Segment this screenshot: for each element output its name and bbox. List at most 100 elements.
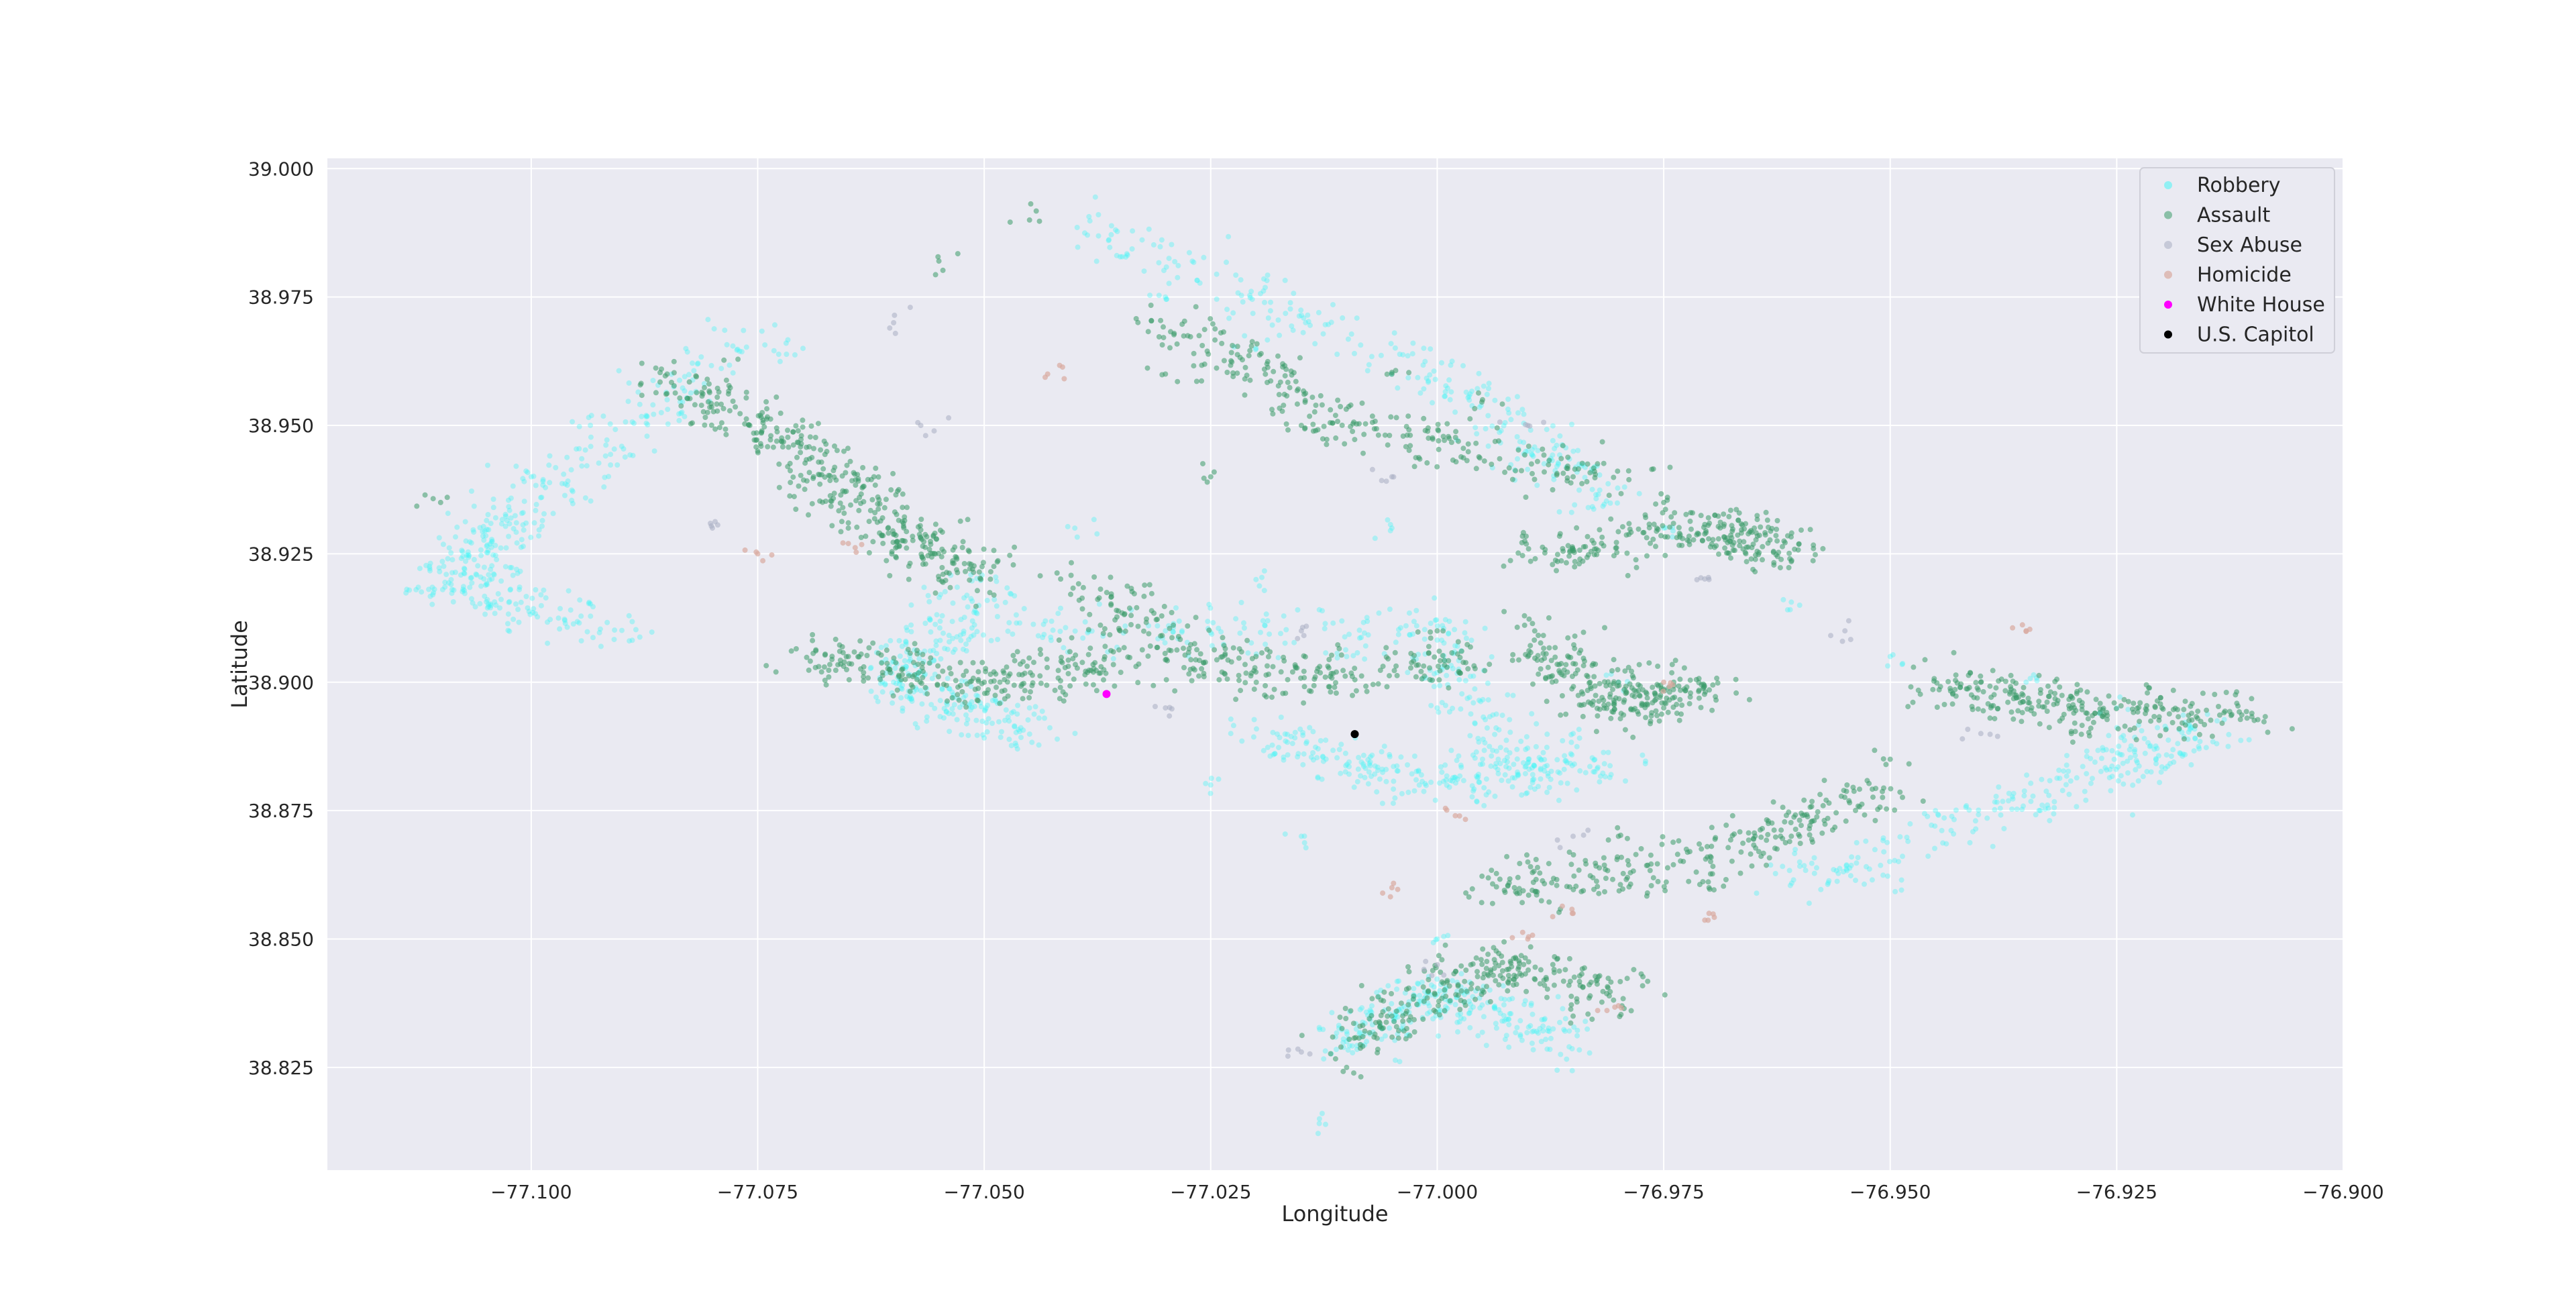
assault-point — [1709, 825, 1715, 831]
robbery-point — [1147, 293, 1153, 299]
robbery-point — [484, 596, 490, 603]
assault-point — [939, 565, 945, 570]
assault-point — [1649, 466, 1655, 472]
assault-point — [1819, 830, 1825, 836]
assault-point — [708, 401, 714, 407]
robbery-point — [1094, 531, 1100, 537]
y-tick-label: 38.900 — [248, 672, 314, 694]
robbery-point — [1194, 277, 1200, 283]
robbery-point — [472, 604, 478, 610]
robbery-point — [508, 565, 515, 570]
robbery-point — [1367, 763, 1373, 769]
assault-point — [1603, 683, 1609, 689]
robbery-point — [1272, 751, 1278, 757]
assault-point — [1091, 666, 1097, 672]
robbery-point — [1963, 804, 1969, 810]
assault-point — [858, 535, 864, 540]
robbery-point — [1475, 735, 1481, 741]
robbery-point — [1556, 461, 1561, 467]
assault-point — [1574, 996, 1580, 1002]
robbery-point — [626, 613, 632, 619]
assault-point — [1674, 701, 1680, 707]
assault-point — [1556, 968, 1562, 974]
assault-point — [1322, 674, 1328, 680]
assault-point — [936, 674, 941, 680]
assault-point — [1194, 647, 1200, 653]
robbery-point — [1224, 259, 1229, 265]
robbery-point — [908, 629, 914, 635]
assault-point — [1426, 643, 1432, 649]
assault-point — [1218, 330, 1224, 336]
robbery-point — [1336, 747, 1342, 753]
assault-point — [1446, 685, 1452, 691]
robbery-point — [1263, 611, 1269, 617]
assault-point — [800, 424, 806, 430]
sex-abuse-point — [1152, 704, 1158, 709]
assault-point — [1317, 664, 1323, 670]
robbery-point — [1389, 1000, 1395, 1006]
robbery-point — [2115, 778, 2121, 784]
assault-point — [1275, 353, 1281, 359]
assault-point — [948, 671, 954, 676]
robbery-point — [2103, 747, 2109, 753]
robbery-point — [1411, 986, 1417, 992]
assault-point — [2079, 700, 2085, 706]
assault-point — [430, 496, 436, 502]
assault-point — [1570, 886, 1576, 892]
assault-point — [1587, 679, 1593, 685]
robbery-point — [1439, 769, 1445, 775]
assault-point — [1544, 698, 1550, 705]
robbery-point — [963, 692, 969, 698]
robbery-point — [604, 437, 610, 443]
assault-point — [1353, 688, 1359, 694]
assault-point — [866, 550, 872, 556]
robbery-point — [1441, 933, 1447, 939]
homicide-point — [1604, 1008, 1610, 1014]
sex-abuse-point — [892, 330, 898, 336]
robbery-point — [1545, 773, 1551, 779]
assault-point — [1153, 617, 1159, 623]
robbery-point — [957, 705, 963, 711]
robbery-point — [1442, 617, 1448, 623]
sex-abuse-point — [1441, 972, 1447, 978]
assault-point — [994, 684, 999, 690]
assault-point — [837, 648, 843, 654]
robbery-point — [1444, 782, 1450, 788]
assault-point — [1350, 1021, 1356, 1027]
assault-point — [1597, 527, 1603, 533]
robbery-point — [1452, 643, 1458, 649]
assault-point — [1870, 786, 1875, 792]
assault-point — [1624, 976, 1630, 982]
robbery-point — [557, 606, 563, 612]
assault-point — [2047, 689, 2053, 695]
robbery-point — [1493, 764, 1498, 770]
robbery-point — [1271, 751, 1277, 758]
robbery-point — [1150, 242, 1157, 248]
robbery-point — [2100, 747, 2106, 753]
assault-point — [1780, 543, 1785, 550]
robbery-point — [925, 592, 931, 598]
assault-point — [1786, 839, 1792, 845]
assault-point — [1516, 657, 1521, 663]
homicide-point — [1668, 680, 1674, 686]
robbery-point — [1489, 423, 1495, 429]
robbery-point — [1529, 452, 1536, 458]
robbery-point — [1511, 762, 1517, 768]
assault-point — [1073, 652, 1079, 658]
robbery-point — [1831, 867, 1837, 873]
robbery-point — [1288, 733, 1294, 739]
legend-marker-robbery — [2164, 181, 2172, 189]
assault-point — [1721, 883, 1727, 889]
robbery-point — [1146, 226, 1152, 232]
assault-point — [1582, 857, 1589, 864]
robbery-point — [1594, 766, 1600, 772]
robbery-point — [1533, 743, 1539, 749]
assault-point — [963, 568, 968, 574]
assault-point — [987, 569, 994, 575]
assault-point — [1570, 1013, 1576, 1019]
robbery-point — [1374, 789, 1380, 795]
assault-point — [837, 500, 843, 506]
assault-point — [812, 435, 818, 440]
assault-point — [1517, 861, 1523, 866]
assault-point — [1501, 563, 1507, 569]
